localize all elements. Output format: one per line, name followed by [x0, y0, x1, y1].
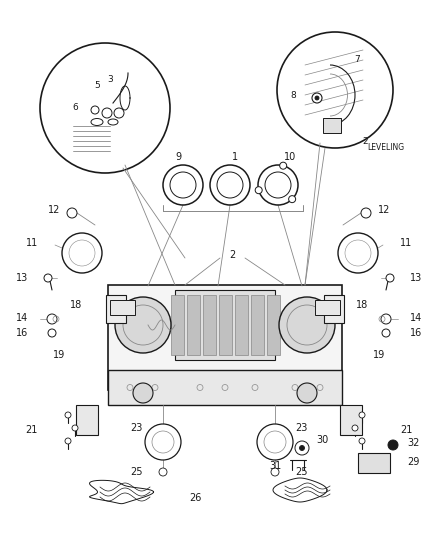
- Text: 10: 10: [284, 152, 296, 162]
- Text: 3: 3: [107, 76, 113, 85]
- Circle shape: [133, 383, 153, 403]
- Circle shape: [72, 425, 78, 431]
- Bar: [251, 295, 264, 355]
- Circle shape: [297, 383, 317, 403]
- Text: 23: 23: [295, 423, 307, 433]
- Ellipse shape: [108, 119, 118, 125]
- Text: 12: 12: [48, 205, 60, 215]
- Circle shape: [67, 208, 77, 218]
- Circle shape: [352, 425, 358, 431]
- Circle shape: [388, 440, 398, 450]
- Bar: [315, 300, 340, 315]
- Bar: [234, 295, 247, 355]
- Circle shape: [295, 441, 309, 455]
- Circle shape: [359, 438, 365, 444]
- Circle shape: [114, 108, 124, 118]
- Text: 23: 23: [131, 423, 143, 433]
- Circle shape: [102, 108, 112, 118]
- Circle shape: [312, 93, 322, 103]
- Bar: [340, 405, 362, 435]
- Circle shape: [145, 424, 181, 460]
- Circle shape: [381, 314, 391, 324]
- Bar: [187, 295, 199, 355]
- Circle shape: [159, 468, 167, 476]
- Text: 31: 31: [270, 461, 282, 471]
- Bar: [170, 295, 184, 355]
- Circle shape: [257, 424, 293, 460]
- Text: 18: 18: [356, 300, 368, 310]
- Bar: [266, 295, 279, 355]
- Circle shape: [163, 165, 203, 205]
- Text: 18: 18: [70, 300, 82, 310]
- Circle shape: [300, 446, 304, 450]
- Text: 19: 19: [373, 350, 385, 360]
- Text: 13: 13: [16, 273, 28, 283]
- Text: 8: 8: [290, 91, 296, 100]
- Circle shape: [280, 162, 287, 169]
- Circle shape: [47, 314, 57, 324]
- Bar: [76, 405, 98, 435]
- Text: 30: 30: [316, 435, 328, 445]
- Circle shape: [271, 468, 279, 476]
- Circle shape: [255, 187, 262, 193]
- Text: 25: 25: [131, 467, 143, 477]
- Text: 11: 11: [26, 238, 38, 248]
- Text: 7: 7: [354, 55, 360, 64]
- Text: 9: 9: [175, 152, 181, 162]
- Bar: [106, 295, 126, 323]
- Text: 14: 14: [410, 313, 422, 323]
- Circle shape: [359, 412, 365, 418]
- Text: 6: 6: [72, 103, 78, 112]
- Text: 21: 21: [26, 425, 38, 435]
- Circle shape: [210, 165, 250, 205]
- Text: 11: 11: [400, 238, 412, 248]
- Ellipse shape: [91, 118, 103, 125]
- Text: 12: 12: [378, 205, 390, 215]
- Circle shape: [115, 297, 171, 353]
- Circle shape: [315, 96, 319, 100]
- Circle shape: [289, 196, 296, 203]
- Circle shape: [91, 106, 99, 114]
- Text: 2: 2: [229, 250, 235, 260]
- Text: LEVELING: LEVELING: [367, 143, 404, 152]
- Circle shape: [386, 274, 394, 282]
- Circle shape: [62, 233, 102, 273]
- Text: 16: 16: [16, 328, 28, 338]
- Text: 21: 21: [400, 425, 412, 435]
- Bar: [323, 118, 341, 133]
- Text: 19: 19: [53, 350, 65, 360]
- Bar: [219, 295, 232, 355]
- Bar: [108, 370, 342, 405]
- Text: 13: 13: [410, 273, 422, 283]
- Text: 16: 16: [410, 328, 422, 338]
- Circle shape: [338, 233, 378, 273]
- Bar: [358, 453, 390, 473]
- Text: 2: 2: [362, 138, 368, 147]
- Text: 5: 5: [94, 82, 100, 91]
- Text: 1: 1: [232, 152, 238, 162]
- Circle shape: [40, 43, 170, 173]
- Text: 26: 26: [189, 493, 201, 503]
- Bar: [202, 295, 215, 355]
- Text: 14: 14: [16, 313, 28, 323]
- Circle shape: [361, 208, 371, 218]
- Circle shape: [48, 329, 56, 337]
- Circle shape: [277, 32, 393, 148]
- Bar: [175, 290, 275, 360]
- Circle shape: [44, 274, 52, 282]
- Circle shape: [65, 412, 71, 418]
- Text: 25: 25: [295, 467, 307, 477]
- Text: 29: 29: [407, 457, 419, 467]
- Bar: [324, 295, 344, 323]
- Circle shape: [258, 165, 298, 205]
- Bar: [108, 285, 342, 390]
- Circle shape: [382, 329, 390, 337]
- Bar: [110, 300, 135, 315]
- Text: 32: 32: [407, 438, 419, 448]
- Circle shape: [65, 438, 71, 444]
- Circle shape: [279, 297, 335, 353]
